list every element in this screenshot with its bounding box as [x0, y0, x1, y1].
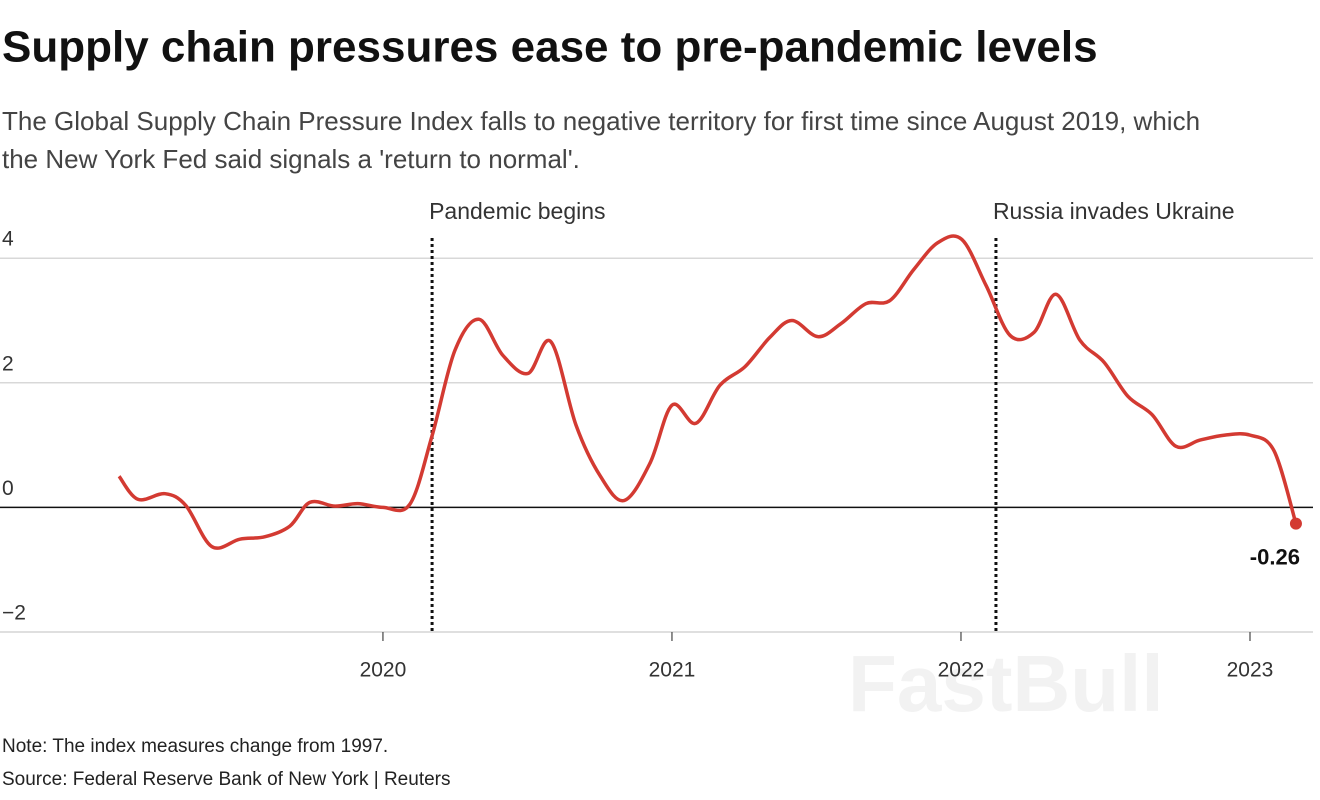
- y-tick-label: 4: [2, 228, 14, 251]
- y-tick-label: 0: [2, 477, 14, 500]
- event-label: Pandemic begins: [429, 198, 605, 224]
- end-point: [1289, 517, 1302, 530]
- chart-title: Supply chain pressures ease to pre-pande…: [2, 23, 1098, 72]
- x-tick-label: 2020: [360, 659, 407, 682]
- watermark: FastBull: [848, 639, 1164, 728]
- x-tick-label: 2023: [1227, 659, 1274, 682]
- x-tick-label: 2022: [938, 659, 985, 682]
- y-tick-label: −2: [2, 602, 26, 625]
- end-label: -0.26: [1250, 544, 1300, 569]
- y-tick-label: 2: [2, 352, 14, 375]
- note: Note: The index measures change from 199…: [2, 736, 388, 757]
- subtitle: The Global Supply Chain Pressure Index f…: [2, 106, 1200, 136]
- event-label: Russia invades Ukraine: [993, 198, 1235, 224]
- source: Source: Federal Reserve Bank of New York…: [2, 769, 451, 790]
- x-tick-label: 2021: [649, 659, 696, 682]
- index-line: [117, 234, 1298, 550]
- subtitle: the New York Fed said signals a 'return …: [2, 144, 580, 174]
